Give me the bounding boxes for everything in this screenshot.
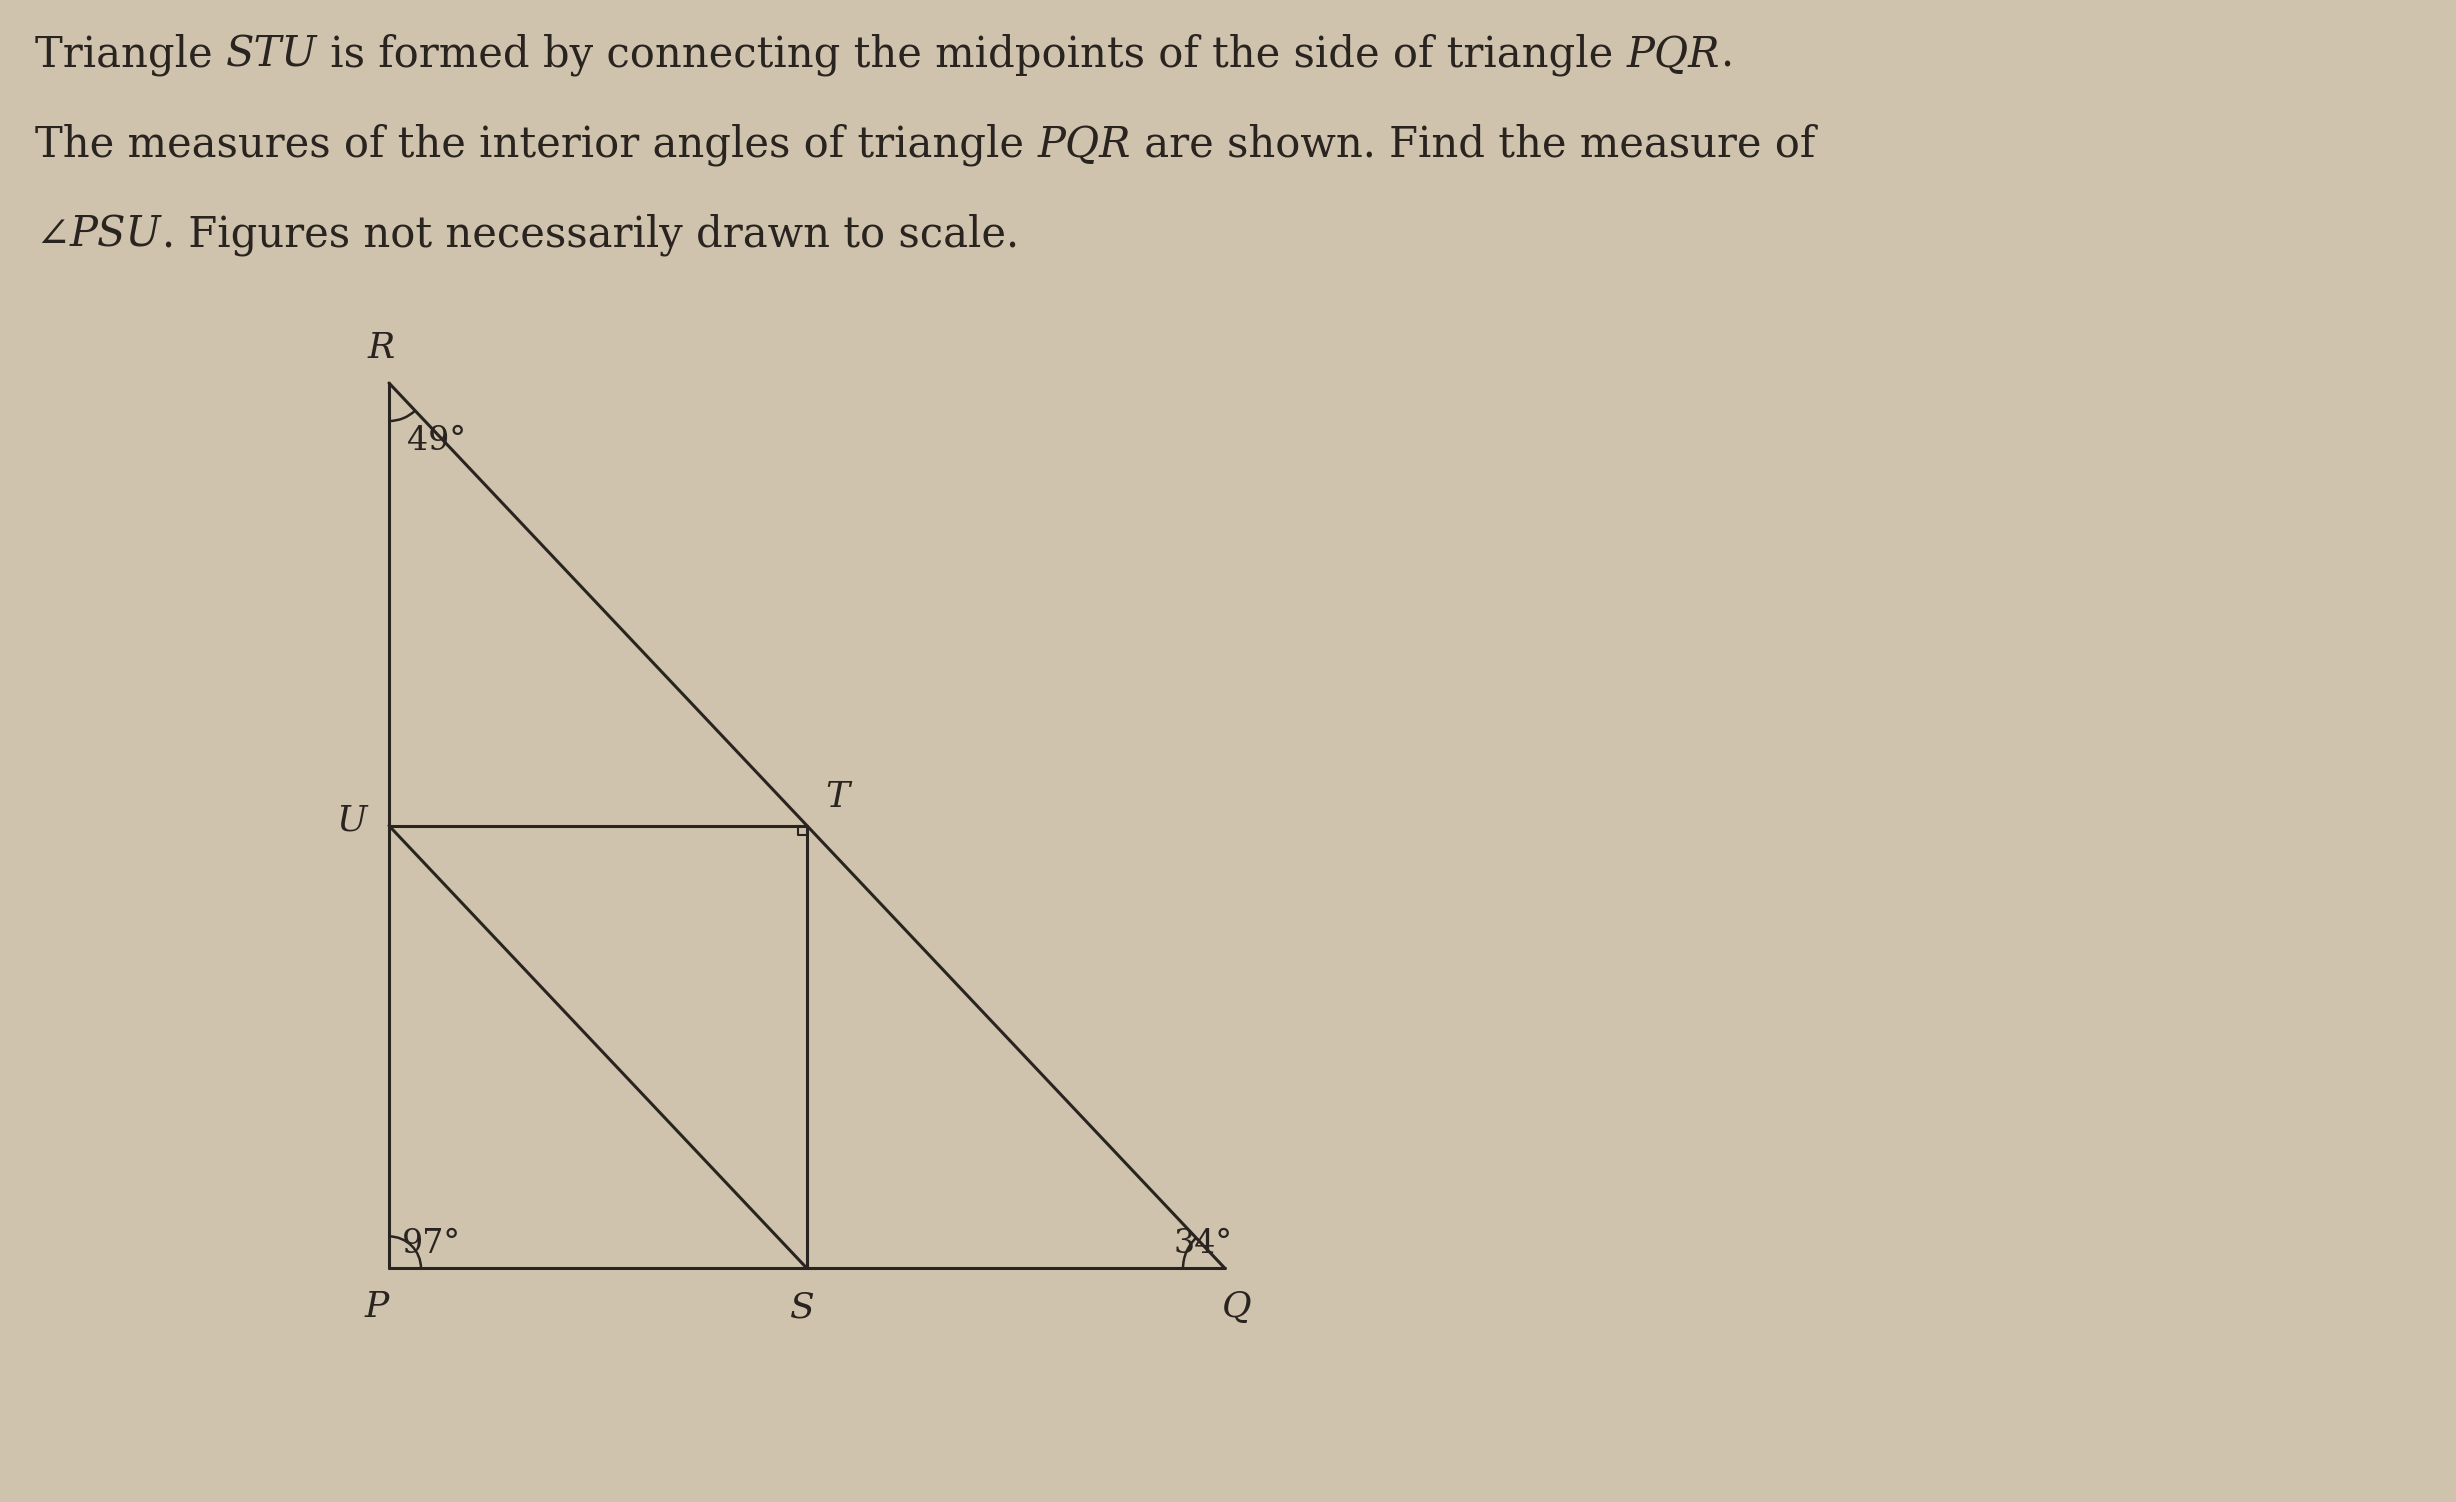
Text: . Figures not necessarily drawn to scale.: . Figures not necessarily drawn to scale… bbox=[162, 213, 1019, 257]
Text: 34°: 34° bbox=[1174, 1229, 1233, 1260]
Text: R: R bbox=[368, 330, 395, 365]
Text: are shown. Find the measure of: are shown. Find the measure of bbox=[1130, 125, 1815, 167]
Text: Triangle: Triangle bbox=[34, 35, 226, 77]
Text: is formed by connecting the midpoints of the side of triangle: is formed by connecting the midpoints of… bbox=[317, 35, 1626, 77]
Text: Q: Q bbox=[1223, 1290, 1253, 1325]
Text: ∠: ∠ bbox=[34, 213, 69, 255]
Text: PSU: PSU bbox=[69, 213, 162, 255]
Text: U: U bbox=[336, 804, 366, 838]
Text: PQR: PQR bbox=[1036, 125, 1130, 167]
Text: The measures of the interior angles of triangle: The measures of the interior angles of t… bbox=[34, 125, 1036, 167]
Text: PQR: PQR bbox=[1626, 35, 1719, 77]
Text: 49°: 49° bbox=[408, 425, 467, 457]
Text: T: T bbox=[825, 780, 850, 814]
Text: S: S bbox=[791, 1290, 815, 1325]
Text: STU: STU bbox=[226, 35, 317, 77]
Text: .: . bbox=[1719, 35, 1734, 77]
Text: 97°: 97° bbox=[403, 1229, 462, 1260]
Text: P: P bbox=[366, 1290, 388, 1325]
